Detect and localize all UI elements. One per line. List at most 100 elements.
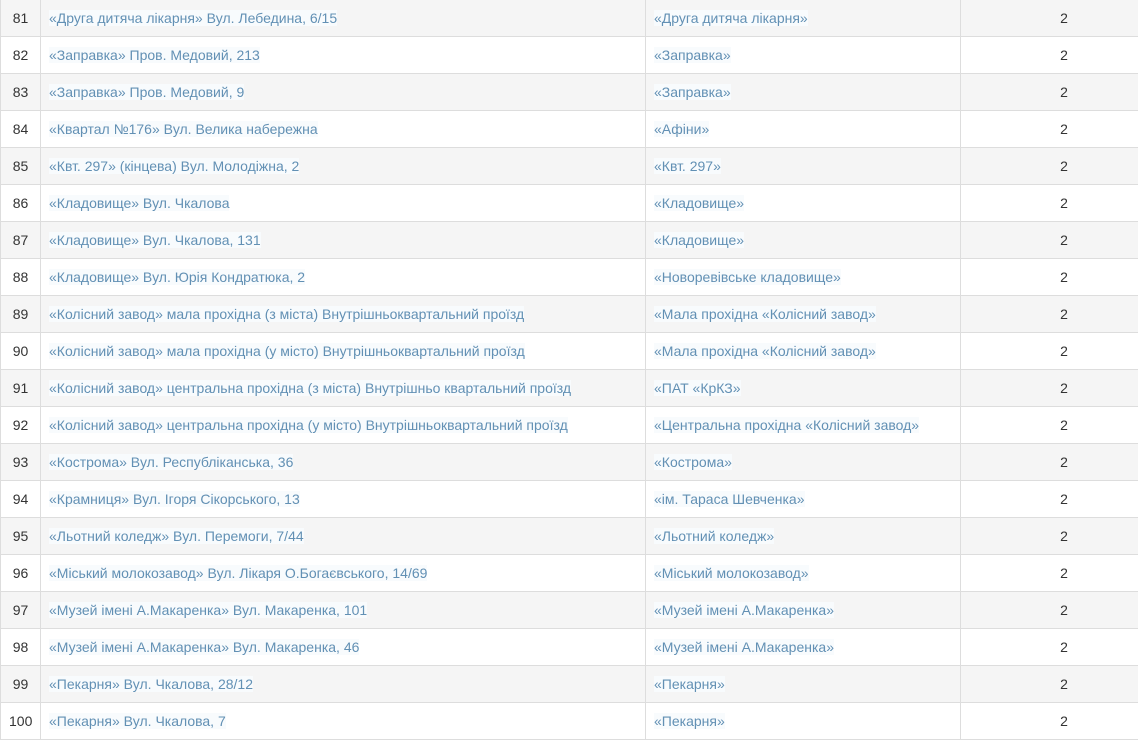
table-row: 81«Друга дитяча лікарня» Вул. Лебедина, … [1, 0, 1138, 37]
station-name-link[interactable]: «Квт. 297» [654, 158, 721, 174]
table-row: 98«Музей імені А.Макаренка» Вул. Макарен… [1, 629, 1138, 666]
stop-address-link[interactable]: «Крамниця» Вул. Ігоря Сікорського, 13 [49, 491, 300, 507]
station-name-link[interactable]: «Мала прохідна «Колісний завод» [654, 306, 876, 322]
stop-address-link[interactable]: «Кладовище» Вул. Юрія Кондратюка, 2 [49, 269, 305, 285]
stop-address-cell: «Заправка» Пров. Медовий, 213 [41, 37, 646, 74]
row-number-cell: 88 [1, 259, 41, 296]
station-name-link[interactable]: «Кладовище» [654, 232, 744, 248]
row-number-cell: 83 [1, 74, 41, 111]
stop-address-cell: «Пекарня» Вул. Чкалова, 28/12 [41, 666, 646, 703]
stop-address-cell: «Музей імені А.Макаренка» Вул. Макаренка… [41, 592, 646, 629]
station-name-cell: «Мала прохідна «Колісний завод» [646, 333, 961, 370]
stop-address-link[interactable]: «Кладовище» Вул. Чкалова [49, 195, 229, 211]
route-count-cell: 2 [961, 0, 1138, 37]
route-count-cell: 2 [961, 629, 1138, 666]
table-row: 84 «Квартал №176» Вул. Велика набережна «А… [1, 111, 1138, 148]
station-name-cell: «Квт. 297» [646, 148, 961, 185]
station-name-link[interactable]: «Афіни» [654, 121, 709, 137]
stop-address-cell: «Колісний завод» мала прохідна (у місто)… [41, 333, 646, 370]
stop-address-link[interactable]: «Заправка» Пров. Медовий, 9 [49, 84, 244, 100]
route-count-cell: 2 [961, 259, 1138, 296]
route-count-cell: 2 [961, 518, 1138, 555]
stop-address-link[interactable]: «Пекарня» Вул. Чкалова, 7 [49, 713, 226, 729]
route-count-cell: 2 [961, 370, 1138, 407]
route-count-cell: 2 [961, 555, 1138, 592]
row-number-cell: 97 [1, 592, 41, 629]
route-count-cell: 2 [961, 333, 1138, 370]
route-count-cell: 2 [961, 296, 1138, 333]
table-row: 96 «Міський молокозавод» Вул. Лікаря О.Бо… [1, 555, 1138, 592]
stop-address-link[interactable]: «Музей імені А.Макаренка» Вул. Макаренка… [49, 602, 367, 618]
station-name-link[interactable]: «Заправка» [654, 47, 731, 63]
station-name-cell: «Льотний коледж» [646, 518, 961, 555]
station-name-link[interactable]: «Кострома» [654, 454, 732, 470]
station-name-link[interactable]: «Музей імені А.Макаренка» [654, 639, 834, 655]
station-name-cell: «Центральна прохідна «Колісний завод» [646, 407, 961, 444]
table-row: 93 «Кострома» Вул. Республіканська, 36 «Ко… [1, 444, 1138, 481]
stop-address-link[interactable]: «Колісний завод» мала прохідна (у місто)… [49, 343, 525, 359]
stop-address-cell: «Кладовище» Вул. Чкалова, 131 [41, 222, 646, 259]
stop-address-link[interactable]: «Друга дитяча лікарня» Вул. Лебедина, 6/… [49, 10, 337, 26]
route-count-cell: 2 [961, 666, 1138, 703]
row-number-cell: 90 [1, 333, 41, 370]
stop-address-link[interactable]: «Квартал №176» Вул. Велика набережна [49, 121, 318, 137]
stop-address-link[interactable]: «Кострома» Вул. Республіканська, 36 [49, 454, 293, 470]
table-row: 99 «Пекарня» Вул. Чкалова, 28/12 «Пекарня»… [1, 666, 1138, 703]
station-name-link[interactable]: «Мала прохідна «Колісний завод» [654, 343, 876, 359]
station-name-cell: «Міський молокозавод» [646, 555, 961, 592]
stop-address-cell: «Міський молокозавод» Вул. Лікаря О.Бога… [41, 555, 646, 592]
stop-address-link[interactable]: «Колісний завод» центральна прохідна (з … [49, 380, 571, 396]
station-name-cell: «Новоревівське кладовище» [646, 259, 961, 296]
row-number-cell: 85 [1, 148, 41, 185]
station-name-cell: «Заправка» [646, 37, 961, 74]
route-count-cell: 2 [961, 111, 1138, 148]
station-name-link[interactable]: «Заправка» [654, 84, 731, 100]
station-name-link[interactable]: «Льотний коледж» [654, 528, 774, 544]
station-name-link[interactable]: «Друга дитяча лікарня» [654, 10, 808, 26]
stop-address-cell: «Колісний завод» мала прохідна (з міста)… [41, 296, 646, 333]
row-number-cell: 99 [1, 666, 41, 703]
row-number-cell: 95 [1, 518, 41, 555]
stop-address-link[interactable]: «Колісний завод» мала прохідна (з міста)… [49, 306, 524, 322]
stop-address-link[interactable]: «Льотний коледж» Вул. Перемоги, 7/44 [49, 528, 304, 544]
stop-address-link[interactable]: «Пекарня» Вул. Чкалова, 28/12 [49, 676, 253, 692]
station-name-cell: «Друга дитяча лікарня» [646, 0, 961, 37]
stop-address-link[interactable]: «Кладовище» Вул. Чкалова, 131 [49, 232, 261, 248]
row-number-cell: 89 [1, 296, 41, 333]
station-name-cell: «Заправка» [646, 74, 961, 111]
row-number-cell: 91 [1, 370, 41, 407]
table-row: 94«Крамниця» Вул. Ігоря Сікорського, 13«… [1, 481, 1138, 518]
station-name-link[interactable]: «ім. Тараса Шевченка» [654, 491, 805, 507]
stop-address-link[interactable]: «Квт. 297» (кінцева) Вул. Молодіжна, 2 [49, 158, 299, 174]
row-number-cell: 93 [1, 444, 41, 481]
route-count-cell: 2 [961, 481, 1138, 518]
station-name-link[interactable]: «Пекарня» [654, 713, 725, 729]
station-name-link[interactable]: «Новоревівське кладовище» [654, 269, 841, 285]
row-number-cell: 96 [1, 555, 41, 592]
row-number-cell: 84 [1, 111, 41, 148]
stop-address-link[interactable]: «Заправка» Пров. Медовий, 213 [49, 47, 260, 63]
station-name-link[interactable]: «Музей імені А.Макаренка» [654, 602, 834, 618]
station-name-link[interactable]: «Пекарня» [654, 676, 725, 692]
stop-address-cell: «Кладовище» Вул. Юрія Кондратюка, 2 [41, 259, 646, 296]
station-name-link[interactable]: «Центральна прохідна «Колісний завод» [654, 417, 919, 433]
station-name-link[interactable]: «Кладовище» [654, 195, 744, 211]
row-number-cell: 92 [1, 407, 41, 444]
table-row: 87«Кладовище» Вул. Чкалова, 131«Кладовищ… [1, 222, 1138, 259]
table-row: 88 «Кладовище» Вул. Юрія Кондратюка, 2 «Но… [1, 259, 1138, 296]
stop-address-link[interactable]: «Міський молокозавод» Вул. Лікаря О.Бога… [49, 565, 427, 581]
stop-address-cell: «Квт. 297» (кінцева) Вул. Молодіжна, 2 [41, 148, 646, 185]
route-count-cell: 2 [961, 703, 1138, 740]
stop-address-link[interactable]: «Колісний завод» центральна прохідна (у … [49, 417, 568, 433]
station-name-cell: «Музей імені А.Макаренка» [646, 629, 961, 666]
route-count-cell: 2 [961, 148, 1138, 185]
station-name-cell: «Кладовище» [646, 222, 961, 259]
station-name-link[interactable]: «Міський молокозавод» [654, 565, 809, 581]
table-row: 90 «Колісний завод» мала прохідна (у міст… [1, 333, 1138, 370]
stop-address-cell: «Крамниця» Вул. Ігоря Сікорського, 13 [41, 481, 646, 518]
table-row: 92 «Колісний завод» центральна прохідна (… [1, 407, 1138, 444]
station-name-cell: «ім. Тараса Шевченка» [646, 481, 961, 518]
stop-address-cell: «Друга дитяча лікарня» Вул. Лебедина, 6/… [41, 0, 646, 37]
station-name-link[interactable]: «ПАТ «КрКЗ» [654, 380, 741, 396]
stop-address-link[interactable]: «Музей імені А.Макаренка» Вул. Макаренка… [49, 639, 359, 655]
